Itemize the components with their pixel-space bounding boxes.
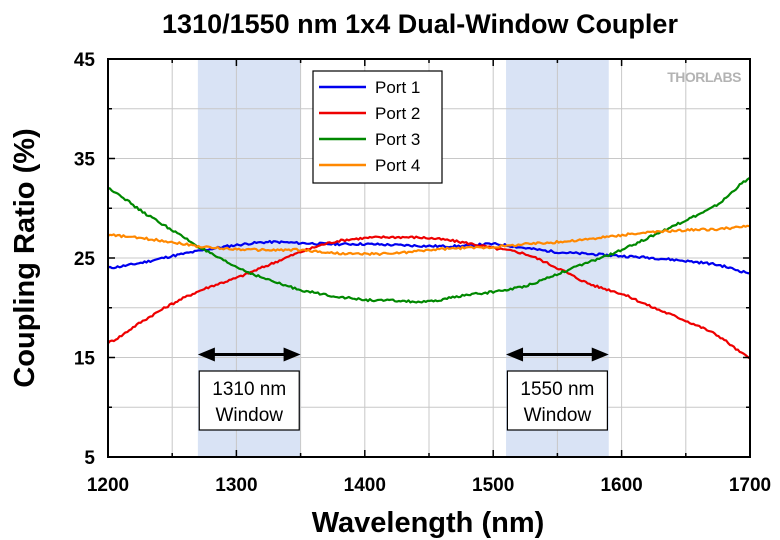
- series-line-port-4: [107, 224, 750, 256]
- y-tick-label: 25: [74, 249, 96, 270]
- legend-label: Port 2: [375, 104, 420, 123]
- legend-label: Port 1: [375, 78, 420, 97]
- window-arrow-head-right: [283, 347, 301, 362]
- x-tick-label: 1200: [87, 475, 129, 496]
- window-label-box: [506, 370, 608, 431]
- series-line-port-2: [107, 235, 751, 360]
- y-tick-label: 35: [74, 150, 96, 171]
- window-arrow-head-left: [197, 347, 215, 362]
- axis-ticks: [107, 58, 751, 458]
- y-tick-label: 5: [84, 448, 95, 469]
- y-axis-title: Coupling Ratio (%): [9, 128, 41, 387]
- thorlabs-logo: THORLABS: [667, 69, 741, 85]
- x-tick-label: 1400: [344, 475, 386, 496]
- window-label-box: [198, 370, 300, 431]
- x-tick-label: 1700: [729, 475, 771, 496]
- y-tick-label: 15: [74, 349, 96, 370]
- window-label-line2: Window: [524, 405, 592, 426]
- legend-label: Port 4: [375, 156, 420, 175]
- legend: Port 1 Port 2 Port 3 Port 4: [312, 70, 443, 184]
- chart-title: 1310/1550 nm 1x4 Dual-Window Coupler: [162, 9, 678, 39]
- window-arrow-head-left: [506, 347, 524, 362]
- x-tick-label: 1600: [600, 475, 642, 496]
- y-tick-label: 45: [74, 50, 96, 71]
- series-lines: [107, 177, 751, 360]
- window-label-line1: 1310 nm: [212, 379, 286, 400]
- legend-label: Port 3: [375, 130, 420, 149]
- x-axis-title: Wavelength (nm): [312, 507, 545, 539]
- series-line-port-3: [107, 177, 750, 304]
- window-annotations: 1310 nm Window 1550 nm Window: [197, 347, 609, 431]
- tick-labels: 1200 1300 1400 1500 1600 1700 5 15 25 35 45: [74, 50, 771, 496]
- window-label-line2: Window: [215, 405, 283, 426]
- window-label-line1: 1550 nm: [520, 379, 594, 400]
- x-tick-label: 1300: [215, 475, 257, 496]
- window-arrow-head-right: [591, 347, 609, 362]
- x-tick-label: 1500: [472, 475, 514, 496]
